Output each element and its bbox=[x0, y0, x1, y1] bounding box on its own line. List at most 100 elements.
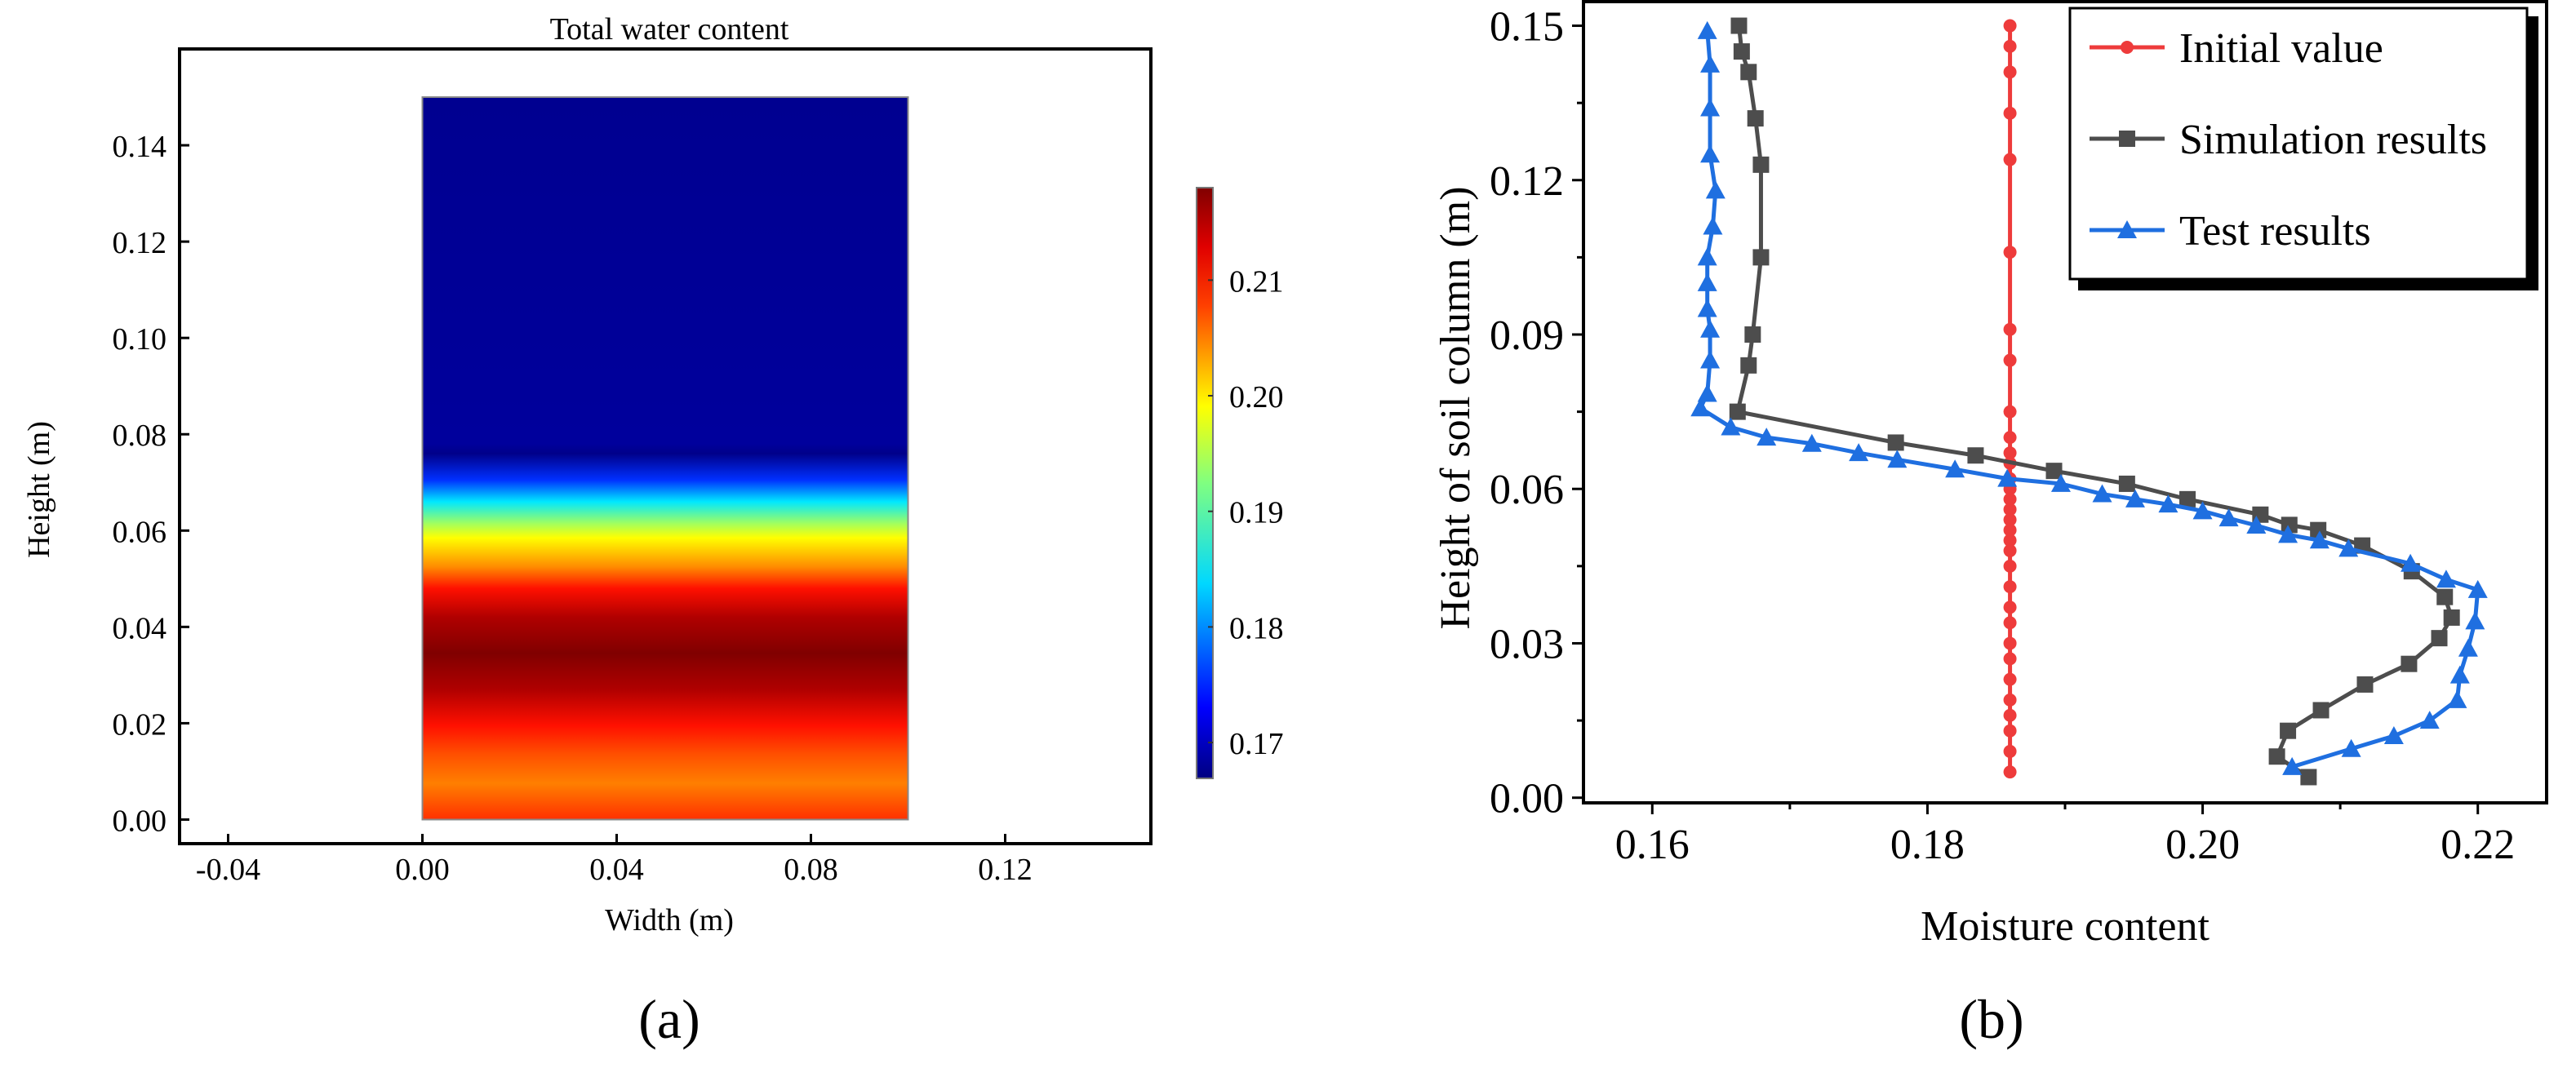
series-initial-value bbox=[2003, 19, 2017, 779]
data-point bbox=[2003, 65, 2017, 79]
colorbar-tick-label: 0.20 bbox=[1229, 380, 1284, 414]
data-point bbox=[2003, 153, 2017, 166]
data-point bbox=[2281, 516, 2298, 534]
data-point bbox=[2003, 559, 2017, 573]
data-point bbox=[2050, 473, 2071, 492]
y-tick-label: 0.02 bbox=[113, 707, 167, 742]
data-point bbox=[1697, 247, 1717, 266]
panel-label-a: (a) bbox=[638, 988, 700, 1050]
data-point bbox=[1849, 443, 1869, 462]
y-tick-label: 0.08 bbox=[113, 419, 167, 453]
data-point bbox=[1740, 357, 1757, 374]
data-point bbox=[2300, 769, 2317, 786]
data-point bbox=[1744, 326, 1761, 343]
data-point bbox=[1801, 433, 1822, 452]
colorbar bbox=[1196, 187, 1214, 779]
x-tick-label: 0.04 bbox=[589, 853, 644, 887]
x-tick-label: 0.20 bbox=[2165, 822, 2240, 868]
data-point bbox=[1997, 468, 2018, 487]
data-point bbox=[1697, 20, 1717, 39]
data-point bbox=[2419, 711, 2440, 729]
data-point bbox=[1697, 383, 1717, 402]
data-point bbox=[2003, 106, 2017, 120]
legend-marker bbox=[2121, 41, 2134, 54]
data-point bbox=[2282, 756, 2303, 775]
data-point bbox=[2003, 652, 2017, 666]
data-point bbox=[2280, 722, 2297, 739]
data-point bbox=[2003, 616, 2017, 630]
data-point bbox=[2092, 484, 2112, 503]
data-point bbox=[1700, 54, 1721, 73]
data-point bbox=[2467, 579, 2488, 598]
data-point bbox=[1700, 319, 1721, 338]
data-point bbox=[2401, 553, 2421, 572]
legend-label: Simulation results bbox=[2179, 117, 2487, 163]
data-point bbox=[2338, 538, 2359, 557]
data-point bbox=[1967, 447, 1984, 464]
data-point bbox=[2458, 638, 2478, 657]
data-point bbox=[2278, 525, 2298, 543]
data-point bbox=[2003, 322, 2017, 336]
legend: Initial value Simulation results Test resu… bbox=[2068, 7, 2538, 290]
data-point bbox=[2003, 503, 2017, 516]
plot-frame bbox=[178, 47, 1153, 845]
data-point bbox=[2310, 521, 2327, 538]
data-point bbox=[2003, 246, 2017, 259]
data-point bbox=[1945, 459, 1965, 478]
series-test-results bbox=[1690, 20, 2488, 775]
data-point bbox=[1721, 417, 1741, 436]
data-point bbox=[2309, 530, 2330, 549]
legend-marker bbox=[2117, 220, 2137, 238]
data-point bbox=[2003, 724, 2017, 738]
x-axis-label: Width (m) bbox=[605, 903, 734, 937]
data-point bbox=[2003, 353, 2017, 367]
data-point bbox=[2449, 665, 2470, 684]
line-chart: 0.16 0.18 0.20 0.22 0.00 0.03 0.06 0.09 0.12 0.15… bbox=[1432, 0, 2548, 950]
x-tick-label: 0.08 bbox=[784, 853, 838, 887]
data-point bbox=[2436, 588, 2454, 605]
data-point bbox=[2003, 19, 2017, 33]
chart-title: Total water content bbox=[550, 12, 789, 47]
y-tick-label: 0.12 bbox=[113, 226, 167, 260]
data-point bbox=[2465, 611, 2485, 630]
data-point bbox=[1729, 403, 1746, 420]
data-point bbox=[2246, 516, 2267, 534]
y-tick-label: 0.00 bbox=[113, 804, 167, 838]
data-point bbox=[1887, 450, 1908, 468]
y-tick-label: 0.00 bbox=[1490, 776, 1564, 822]
y-tick-label: 0.09 bbox=[1490, 312, 1564, 359]
field-domain bbox=[421, 96, 909, 821]
data-point bbox=[2003, 405, 2017, 419]
legend-label: Test results bbox=[2179, 208, 2371, 255]
data-point bbox=[2003, 431, 2017, 445]
data-point bbox=[2003, 543, 2017, 557]
data-point bbox=[2401, 655, 2418, 672]
data-point bbox=[1752, 156, 1770, 173]
y-tick-label: 0.15 bbox=[1490, 4, 1564, 51]
data-point bbox=[1703, 216, 1723, 235]
data-point bbox=[2045, 463, 2063, 480]
data-point bbox=[1747, 110, 1764, 127]
data-point bbox=[1697, 273, 1717, 291]
data-point bbox=[1700, 350, 1721, 369]
x-tick-label: 0.00 bbox=[395, 853, 450, 887]
x-tick-label: -0.04 bbox=[196, 853, 260, 887]
y-tick-label: 0.03 bbox=[1490, 621, 1564, 667]
data-point bbox=[2341, 738, 2361, 757]
data-point bbox=[2003, 601, 2017, 614]
data-point bbox=[2383, 726, 2404, 744]
colorbar-tick-label: 0.21 bbox=[1229, 264, 1284, 299]
x-tick-label: 0.18 bbox=[1890, 822, 1965, 868]
series-line bbox=[1734, 25, 2454, 779]
data-point bbox=[1887, 434, 1904, 451]
y-tick-label: 0.10 bbox=[113, 322, 167, 357]
data-point bbox=[2003, 492, 2017, 506]
data-point bbox=[2125, 489, 2145, 507]
data-point bbox=[2431, 630, 2448, 647]
data-point bbox=[1733, 43, 1750, 60]
data-point bbox=[1700, 98, 1721, 117]
colorbar-tick-label: 0.17 bbox=[1229, 727, 1284, 761]
data-point bbox=[2003, 708, 2017, 722]
data-point bbox=[2118, 475, 2135, 492]
